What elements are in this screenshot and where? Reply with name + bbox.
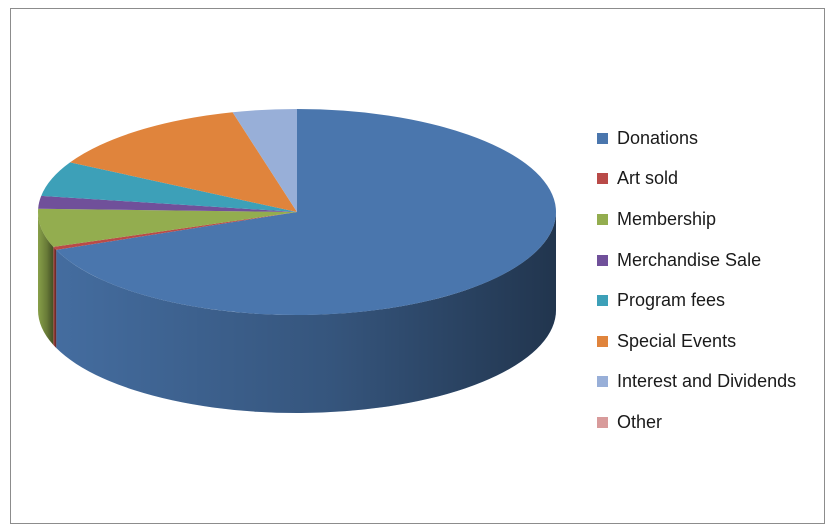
pie-slice-program-fees xyxy=(41,162,297,212)
legend-item-program-fees: Program fees xyxy=(597,280,796,321)
legend-swatch-donations xyxy=(597,132,608,144)
pie-slice-interest-and-dividends xyxy=(232,109,297,212)
legend-label-interest-and-dividends: Interest and Dividends xyxy=(617,371,797,392)
legend-item-membership: Membership xyxy=(597,199,796,240)
legend-swatch-membership xyxy=(597,213,608,225)
legend-item-special-events: Special Events xyxy=(597,321,796,362)
legend-item-art-sold: Art sold xyxy=(597,159,796,200)
pie-side-art-sold xyxy=(53,246,57,348)
legend-label-donations: Donations xyxy=(617,127,699,148)
legend-item-other: Other xyxy=(597,402,796,443)
legend: Donations Art sold Membership Merchandis… xyxy=(597,118,796,443)
pie-slice-special-events xyxy=(70,112,298,212)
legend-label-membership: Membership xyxy=(617,208,717,229)
legend-label-other: Other xyxy=(617,411,663,432)
legend-item-merchandise-sale: Merchandise Sale xyxy=(597,240,796,281)
legend-swatch-merchandise-sale xyxy=(597,254,608,266)
legend-swatch-special-events xyxy=(597,335,608,347)
pie-side-donations xyxy=(56,212,556,414)
legend-label-special-events: Special Events xyxy=(617,330,737,351)
pie-slice-donations xyxy=(56,109,556,316)
legend-label-merchandise-sale: Merchandise Sale xyxy=(617,249,762,270)
pie-slice-art-sold xyxy=(53,212,297,250)
pie-slice-merchandise-sale xyxy=(38,195,297,212)
pie-top-slices xyxy=(38,109,556,316)
pie-side-membership xyxy=(38,212,54,345)
legend-swatch-other xyxy=(597,416,608,428)
legend-swatch-art-sold xyxy=(597,173,608,185)
pie-slice-membership xyxy=(38,208,298,247)
legend-label-program-fees: Program fees xyxy=(617,290,726,311)
legend-swatch-interest-and-dividends xyxy=(597,376,608,388)
legend-item-interest-and-dividends: Interest and Dividends xyxy=(597,362,796,403)
legend-swatch-program-fees xyxy=(597,295,608,307)
legend-item-donations: Donations xyxy=(597,118,796,159)
legend-label-art-sold: Art sold xyxy=(617,168,679,189)
pie-side-walls xyxy=(38,212,556,414)
